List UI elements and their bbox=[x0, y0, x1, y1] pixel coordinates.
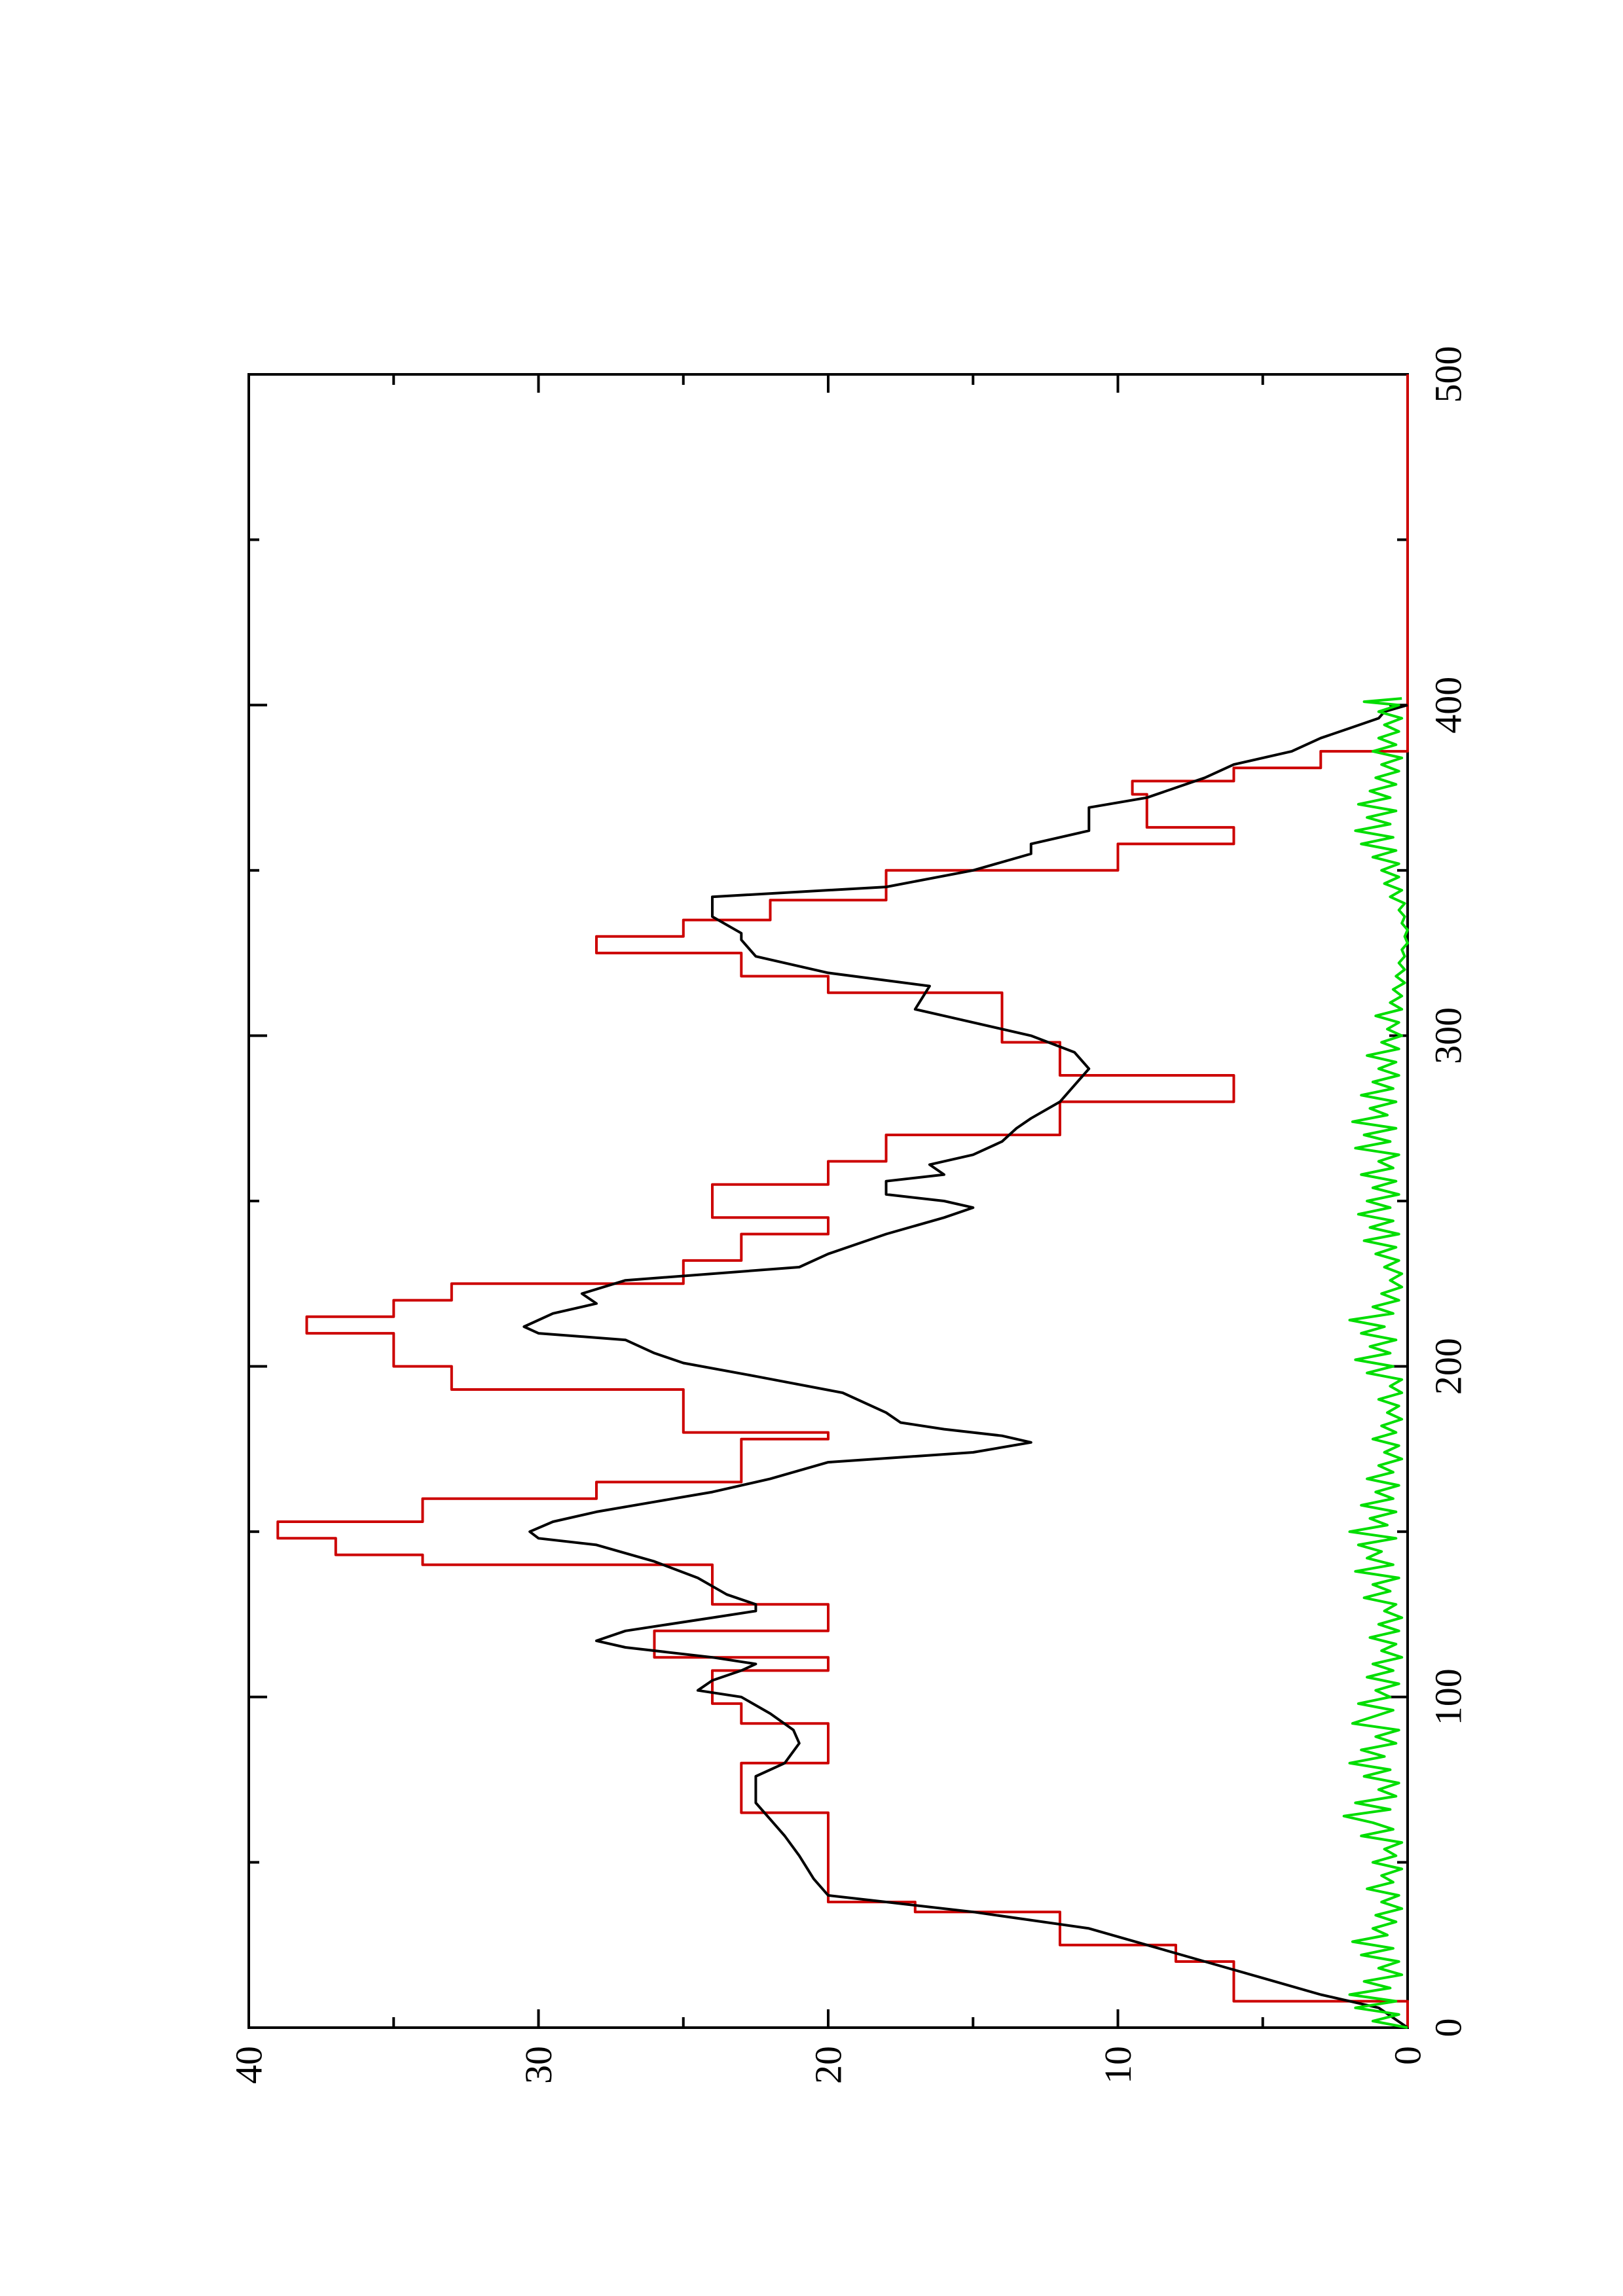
x-tick-label: 200 bbox=[1427, 1338, 1470, 1395]
y-tick-label: 30 bbox=[517, 2046, 560, 2084]
x-tick-label: 400 bbox=[1427, 677, 1470, 734]
axis-ticks bbox=[247, 373, 1409, 2029]
y-tick-label: 10 bbox=[1097, 2046, 1139, 2084]
y-tick-label: 20 bbox=[807, 2046, 850, 2084]
x-tick-label: 100 bbox=[1427, 1668, 1470, 1725]
series-line-1 bbox=[276, 374, 1409, 2028]
y-tick-label: 0 bbox=[1387, 2046, 1429, 2065]
series-line-3 bbox=[1342, 697, 1409, 2029]
series-line-2 bbox=[522, 704, 1409, 2029]
data-series bbox=[276, 374, 1409, 2029]
plot-frame bbox=[247, 373, 1409, 2029]
x-tick-label: 500 bbox=[1427, 346, 1470, 403]
tick-labels: 0 100 200 300 400 500 0 10 20 30 40 bbox=[228, 346, 1470, 2085]
x-tick-label: 300 bbox=[1427, 1007, 1470, 1064]
y-tick-label: 40 bbox=[228, 2046, 270, 2084]
x-tick-label: 0 bbox=[1427, 2018, 1470, 2037]
